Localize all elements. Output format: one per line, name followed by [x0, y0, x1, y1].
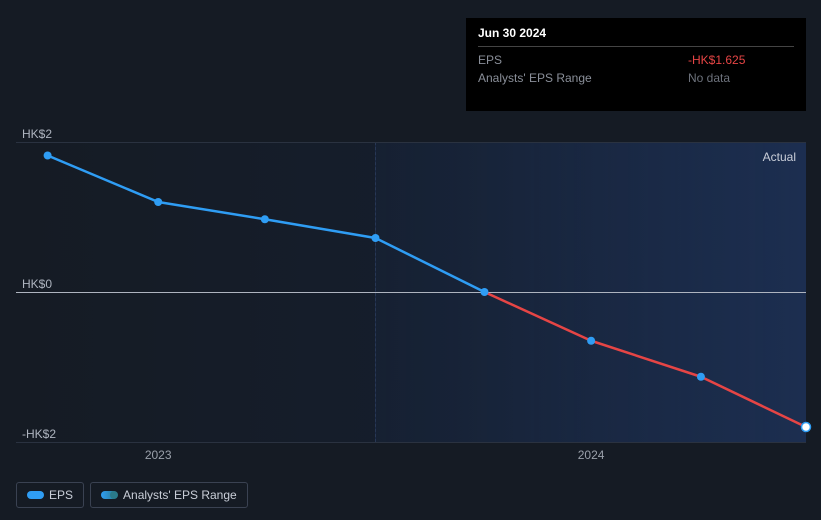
legend-swatch-range	[101, 491, 117, 499]
chart-tooltip: Jun 30 2024 EPS -HK$1.625 Analysts' EPS …	[466, 18, 806, 111]
eps-point[interactable]	[802, 423, 811, 432]
gridline: -HK$2	[16, 442, 806, 443]
eps-point[interactable]	[697, 373, 705, 381]
tooltip-row: EPS -HK$1.625	[478, 51, 794, 69]
tooltip-row-label: EPS	[478, 51, 688, 69]
eps-point[interactable]	[261, 215, 269, 223]
tooltip-divider	[478, 46, 794, 47]
eps-point[interactable]	[154, 198, 162, 206]
legend-item-eps[interactable]: EPS	[16, 482, 84, 508]
tooltip-row-value: -HK$1.625	[688, 51, 794, 69]
x-axis-label: 2024	[578, 448, 605, 462]
eps-chart: Jun 30 2024 EPS -HK$1.625 Analysts' EPS …	[0, 0, 821, 520]
tooltip-row-value: No data	[688, 69, 794, 87]
legend-swatch-eps	[27, 491, 43, 499]
eps-line	[48, 156, 485, 293]
tooltip-table: EPS -HK$1.625 Analysts' EPS Range No dat…	[478, 51, 794, 87]
tooltip-date: Jun 30 2024	[478, 26, 794, 46]
tooltip-row-label: Analysts' EPS Range	[478, 69, 688, 87]
legend-item-analysts-range[interactable]: Analysts' EPS Range	[90, 482, 248, 508]
legend-label: EPS	[49, 488, 73, 502]
plot-area[interactable]: Actual HK$2HK$0-HK$2	[16, 142, 806, 442]
y-axis-label: HK$2	[22, 127, 52, 141]
eps-point[interactable]	[587, 337, 595, 345]
x-axis-label: 2023	[145, 448, 172, 462]
tooltip-row: Analysts' EPS Range No data	[478, 69, 794, 87]
eps-point[interactable]	[371, 234, 379, 242]
eps-point[interactable]	[44, 152, 52, 160]
eps-point[interactable]	[480, 288, 488, 296]
chart-svg	[16, 142, 806, 442]
eps-line	[484, 292, 806, 427]
legend: EPS Analysts' EPS Range	[16, 482, 248, 508]
legend-label: Analysts' EPS Range	[123, 488, 237, 502]
